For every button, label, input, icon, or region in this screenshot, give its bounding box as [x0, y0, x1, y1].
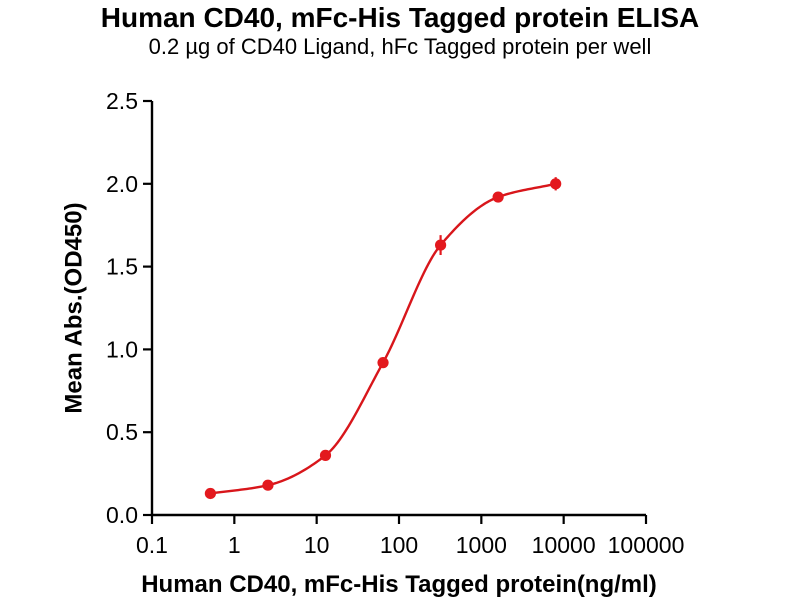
x-axis-title: Human CD40, mFc-His Tagged protein(ng/ml… [141, 571, 657, 598]
x-tick-label: 10000 [532, 532, 596, 558]
chart-title: Human CD40, mFc-His Tagged protein ELISA [100, 2, 700, 33]
y-tick-label: 0.5 [106, 419, 138, 445]
x-tick-label: 1 [228, 532, 241, 558]
chart-subtitle: 0.2 µg of CD40 Ligand, hFc Tagged protei… [148, 34, 652, 59]
x-tick-label: 100 [380, 532, 418, 558]
fit-curve [210, 182, 556, 495]
y-tick-label: 1.5 [106, 254, 138, 280]
x-tick-label: 10 [304, 532, 330, 558]
y-tick-label: 2.5 [106, 88, 138, 114]
plot-generated-layer: 0.0 0.5 1.0 1.5 2.0 2.5 0.1 1 10 100 1000 10000 1000… [106, 88, 684, 558]
data-point [492, 191, 504, 203]
y-tick-label: 1.0 [106, 336, 138, 362]
x-tick-label: 0.1 [136, 532, 168, 558]
x-tick-label: 1000 [456, 532, 507, 558]
data-point [550, 178, 562, 190]
y-tick-label: 0.0 [106, 502, 138, 528]
data-point [262, 479, 274, 491]
y-tick-label: 2.0 [106, 171, 138, 197]
y-axis-title: Mean Abs.(OD450) [61, 202, 88, 413]
x-tick-label: 100000 [608, 532, 685, 558]
data-point [377, 357, 389, 369]
data-point [434, 239, 447, 251]
data-point [204, 487, 216, 500]
data-point [319, 449, 332, 461]
